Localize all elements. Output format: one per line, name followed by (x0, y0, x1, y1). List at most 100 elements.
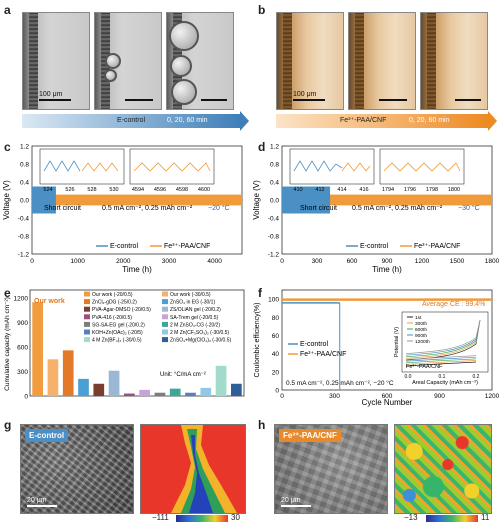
panel-label-f: f (258, 286, 262, 300)
chart-c-inset1-trace-fe (81, 162, 119, 172)
x-tick-label: 600 (382, 393, 393, 400)
chart-f-inset-title: Fe³⁺-PAA/CNF (406, 363, 443, 370)
legend-swatch (84, 337, 90, 343)
inset-legend-label: 1st (415, 315, 422, 321)
legend-swatch (162, 321, 168, 327)
panel-label-c: c (4, 140, 11, 154)
inset-x-tick-label: 4598 (176, 187, 188, 193)
chart-f-xlabel: Cycle Number (362, 398, 413, 407)
y-tick-label: 0.8 (270, 162, 279, 169)
scalebar-h-text: 20 μm (281, 497, 301, 504)
bubble (171, 79, 197, 105)
chart-e-unit: Unit: °C/mA cm⁻² (160, 372, 206, 378)
sem-tag-g: E-control (25, 429, 69, 442)
micro-image-a-20min (94, 12, 162, 110)
time-arrow-a: E-control 0, 20, 60 min (22, 111, 249, 131)
inset-legend-label: 600th (415, 327, 427, 333)
legend-label-e-control: E-control (300, 341, 328, 348)
legend-label: ZnSO₄ in EG (-30/1) (170, 300, 215, 306)
x-tick-label: 4000 (207, 258, 222, 265)
y-tick-label: 300 (17, 369, 28, 376)
x-tick-label: 600 (347, 258, 358, 265)
series-e-control-band (32, 186, 56, 214)
chart-c-inset2 (129, 148, 215, 185)
x-tick-label: 2000 (116, 258, 131, 265)
scalebar-g (27, 505, 57, 507)
y-tick-label: -1.2 (268, 252, 280, 259)
bar-8 (154, 392, 166, 396)
chart-c: Voltage (V) Time (h) -1.2 -0.8 -0.4 0.0 0.4 0… (2, 144, 243, 274)
legend-label-fe: Fe³⁺-PAA/CNF (300, 351, 346, 358)
micro-image-b-0min: 100 μm (276, 12, 344, 110)
time-arrow-b: Fe³⁺-PAA/CNF 0, 20, 60 min (276, 111, 497, 131)
y-tick-label: -0.8 (268, 234, 280, 241)
bar-11 (200, 387, 212, 396)
legend-label: PVA-416 (-20/0.5) (92, 315, 132, 321)
y-tick-label: 0.4 (270, 180, 279, 187)
chart-f-inset-ylabel: Potential (V) (394, 327, 400, 357)
chart-d-inset2-trace-fe (383, 162, 461, 172)
legend-label: Our work (-20/0.5) (92, 292, 133, 298)
chart-d-inset2 (379, 148, 465, 185)
y-tick-label: 900 (17, 320, 28, 327)
y-tick-label: 1200 (14, 296, 29, 303)
chart-d-ylabel: Voltage (V) (252, 180, 261, 220)
legend-swatch (162, 306, 168, 312)
x-tick-label: 1500 (450, 258, 465, 265)
y-tick-label: 100 (268, 297, 279, 304)
legend-label: Our work (-30/0.5) (170, 292, 211, 298)
sem-image-g: E-control 20 μm (20, 424, 134, 514)
legend-label-fe: Fe³⁺-PAA/CNF (164, 243, 210, 250)
bubble (105, 53, 121, 69)
y-tick-label: 0.0 (270, 198, 279, 205)
inset-x-tick-label: 1798 (426, 187, 438, 193)
bar-4 (93, 383, 105, 396)
legend-swatch (162, 314, 168, 320)
electrode-edge (427, 13, 436, 109)
chart-d-xlabel: Time (h) (372, 265, 402, 274)
legend-swatch (84, 329, 90, 335)
micro-image-a-0min: 100 μm (22, 12, 90, 110)
inset-x-tick-label: 1794 (382, 187, 394, 193)
inset-x-tick-label: 4594 (132, 187, 144, 193)
inset-x-tick-label: 1796 (404, 187, 416, 193)
legend-label-fe: Fe³⁺-PAA/CNF (414, 243, 460, 250)
inset-x-tick-label: 530 (109, 187, 118, 193)
legend-label: KOH+Zn(OAc)₂ (-20/5) (92, 330, 143, 336)
inset-x-tick-label: 412 (315, 187, 324, 193)
series-e-control-band (282, 186, 331, 214)
chart-e: Cumulative capacity (mAh cm⁻²) 0 300 600 90… (4, 289, 245, 401)
micro-image-b-20min (348, 12, 416, 110)
legend-label: SG-SA-EG gel (-20/0.2) (92, 322, 145, 328)
legend-swatch (84, 306, 90, 312)
legend-swatch (162, 337, 168, 343)
scalebar-a (39, 99, 71, 101)
y-tick-label: 1.2 (270, 144, 279, 151)
sem-image-h: Fe³⁺-PAA/CNF 20 μm (274, 424, 388, 514)
scalebar-a-text: 100 μm (39, 91, 63, 98)
micro-image-b-60min (420, 12, 488, 110)
bar-0 (32, 302, 43, 396)
y-tick-label: 0.0 (20, 198, 29, 205)
chart-d-inset1 (289, 148, 375, 185)
inset-legend-label: 900th (415, 333, 427, 339)
y-tick-label: -1.2 (18, 252, 30, 259)
chart-c-inset1-trace-e (43, 160, 81, 172)
scalebar (201, 99, 227, 101)
bar-7 (139, 389, 150, 396)
chart-d: Voltage (V) Time (h) -1.2 -0.8 -0.4 0.0 0.4 0… (252, 144, 500, 275)
bubble (170, 55, 192, 77)
legend-label: ZnCl₂-gDG (-25/0.2) (92, 300, 137, 306)
chart-e-ylabel: Cumulative capacity (mAh cm⁻²) (4, 297, 11, 391)
chart-c-conditions: 0.5 mA cm⁻², 0.25 mAh cm⁻² (102, 205, 193, 212)
x-tick-label: 1800 (485, 258, 500, 265)
legend-swatch (162, 329, 168, 335)
scalebar (455, 99, 481, 101)
arrow-label-b: Fe³⁺-PAA/CNF (340, 117, 387, 124)
scalebar-h (281, 505, 311, 507)
chart-f-inset-xlabel: Areal Capacity (mAh cm⁻²) (412, 380, 478, 386)
bar-13 (231, 383, 242, 396)
legend-label-e-control: E-control (110, 243, 138, 250)
legend-swatch (162, 291, 168, 297)
colorbar-g (176, 515, 228, 522)
